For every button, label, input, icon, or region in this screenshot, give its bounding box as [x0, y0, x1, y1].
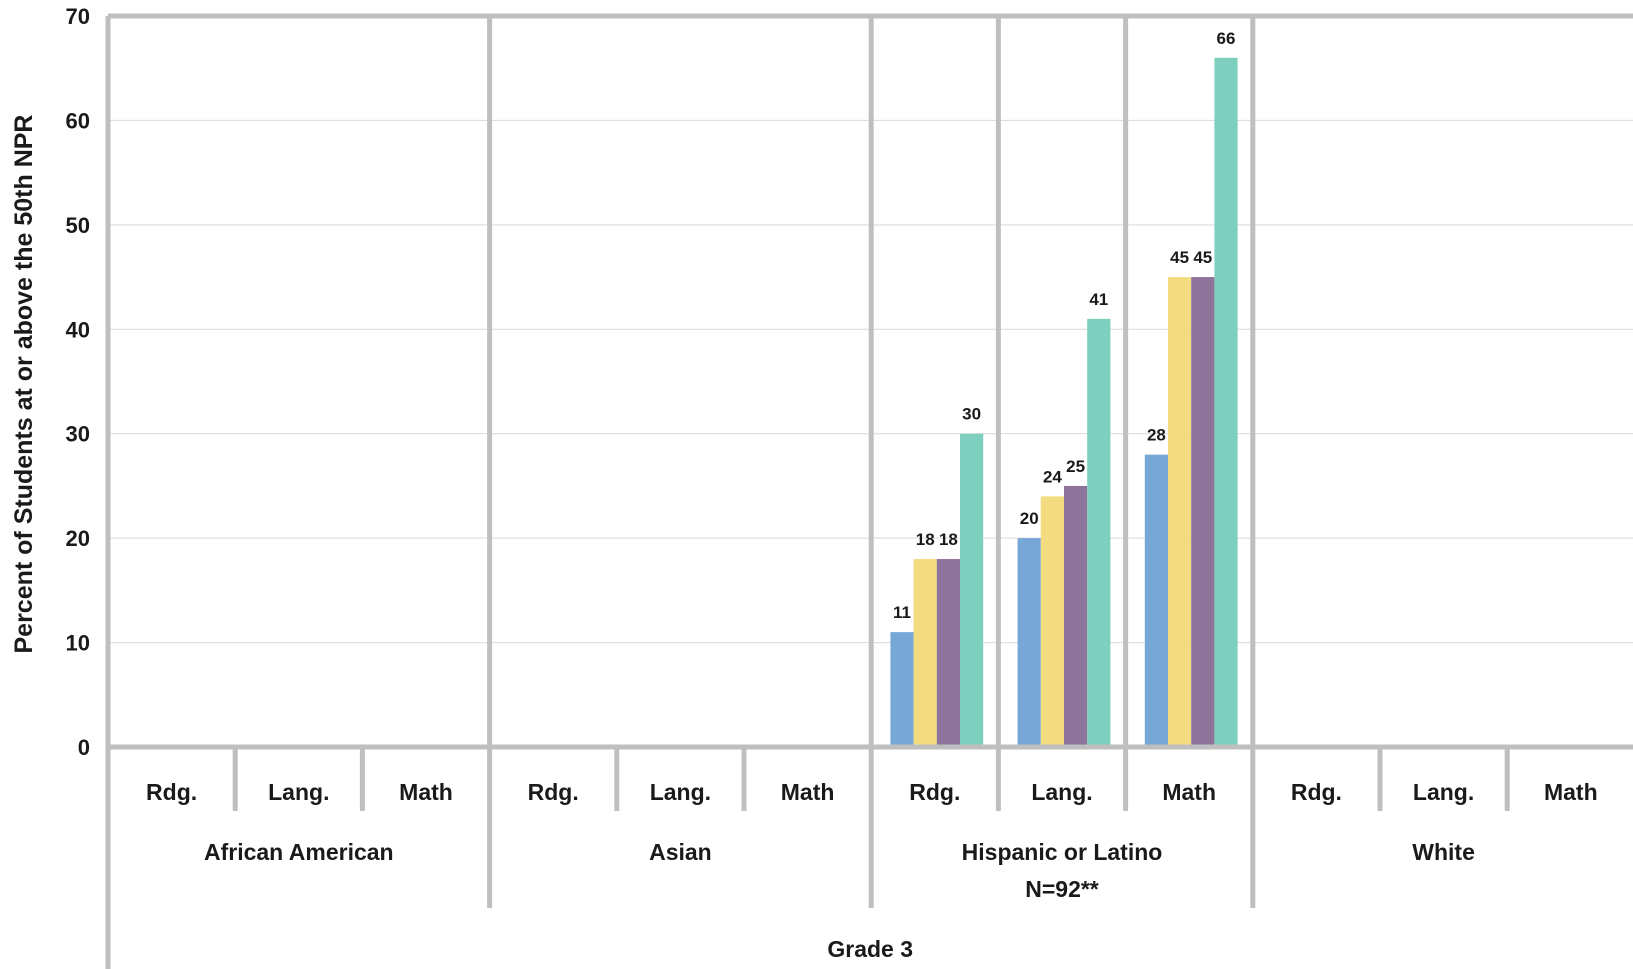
axes: [105, 13, 1633, 969]
bar: [913, 559, 937, 747]
bar: [936, 559, 960, 747]
bar: [890, 632, 914, 747]
bar: [1144, 454, 1168, 747]
bars: [890, 57, 1238, 748]
subject-label: Math: [399, 779, 453, 805]
y-tick-label: 10: [66, 631, 90, 656]
data-label: 24: [1043, 467, 1062, 486]
data-label: 30: [962, 405, 981, 424]
subject-label: Rdg.: [528, 779, 579, 805]
y-axis-label: Percent of Students at or above the 50th…: [10, 115, 38, 654]
group-label: White: [1412, 839, 1475, 865]
data-label: 25: [1066, 457, 1085, 476]
group-label: African American: [204, 839, 394, 865]
subject-label: Lang.: [268, 779, 329, 805]
subject-label: Lang.: [1031, 779, 1092, 805]
y-tick-label: 30: [66, 422, 90, 447]
subject-label: Math: [781, 779, 835, 805]
bar: [1017, 538, 1041, 747]
bar: [1168, 277, 1192, 747]
y-tick-label: 60: [66, 108, 90, 133]
data-label: 28: [1147, 426, 1166, 445]
y-tick-label: 70: [66, 4, 90, 29]
subject-label: Math: [1544, 779, 1598, 805]
data-label: 18: [916, 530, 935, 549]
bar: [1064, 485, 1088, 747]
data-label: 20: [1020, 509, 1039, 528]
group-label: Asian: [649, 839, 712, 865]
bar: [1087, 318, 1111, 747]
y-tick-label: 40: [66, 317, 90, 342]
subject-label: Math: [1162, 779, 1216, 805]
y-tick-label: 20: [66, 526, 90, 551]
data-label: 11: [893, 603, 911, 622]
category-labels: Rdg. Lang. Math African American Rdg. Lang. Ma…: [146, 779, 1598, 962]
subject-label: Rdg.: [1291, 779, 1342, 805]
data-label: 45: [1170, 248, 1189, 267]
data-label: 45: [1193, 248, 1212, 267]
bar: [960, 433, 984, 747]
group-note: N=92**: [1025, 876, 1099, 902]
outer-group-label: Grade 3: [827, 936, 913, 962]
data-label: 18: [939, 530, 958, 549]
subject-label: Lang.: [650, 779, 711, 805]
group-label: Hispanic or Latino: [962, 839, 1163, 865]
y-tick-label: 50: [66, 213, 90, 238]
y-tick-label: 0: [78, 735, 90, 760]
subject-label: Rdg.: [909, 779, 960, 805]
bar: [1214, 57, 1238, 748]
subject-label: Rdg.: [146, 779, 197, 805]
category-dividers: [232, 16, 1510, 908]
y-tick-labels: 0 10 20 30 40 50 60 70: [66, 4, 90, 760]
bar: [1040, 496, 1064, 747]
bar: [1191, 277, 1215, 747]
data-label: 66: [1217, 29, 1236, 48]
subject-label: Lang.: [1413, 779, 1474, 805]
data-label: 41: [1089, 290, 1108, 309]
